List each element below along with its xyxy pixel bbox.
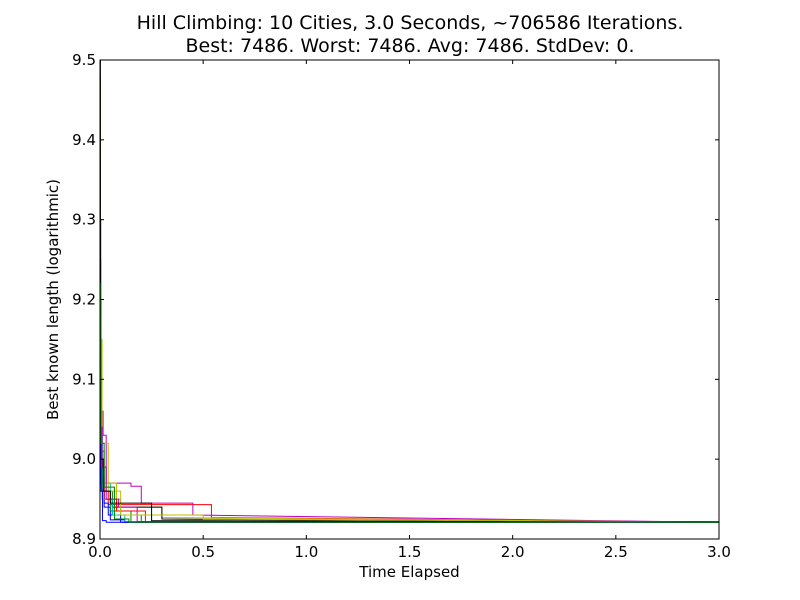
y-tick-labels: 8.9 9.0 9.1 9.2 9.3 9.4 9.5 <box>72 51 96 548</box>
series-line-8 <box>100 299 719 523</box>
x-tick-label: 0.0 <box>88 543 112 561</box>
series-line-3 <box>100 299 719 523</box>
x-axis-label: Time Elapsed <box>358 563 459 581</box>
x-tick-label: 1.5 <box>398 543 422 561</box>
x-tick-label: 0.5 <box>191 543 215 561</box>
plot-frame <box>99 59 720 540</box>
series-line-1 <box>100 155 719 523</box>
series-line-7 <box>100 60 719 523</box>
chart-title: Hill Climbing: 10 Cities, 3.0 Seconds, ~… <box>136 12 684 34</box>
series-line-16 <box>100 283 719 523</box>
x-tick-label: 2.5 <box>604 543 628 561</box>
series-line-13 <box>100 314 719 523</box>
plot-lines <box>100 60 719 523</box>
y-tick-label: 9.0 <box>72 450 96 468</box>
x-tick-labels: 0.0 0.5 1.0 1.5 2.0 2.5 3.0 <box>88 543 731 561</box>
x-tick-label: 2.0 <box>501 543 525 561</box>
series-line-4 <box>100 259 719 522</box>
series-line-5 <box>100 378 719 523</box>
series-line-12 <box>100 283 719 522</box>
series-line-6 <box>100 75 719 523</box>
series-line-11 <box>100 338 719 522</box>
series-line-2 <box>100 219 719 522</box>
x-tick-label: 1.0 <box>294 543 318 561</box>
y-tick-label: 9.2 <box>72 291 96 309</box>
y-tick-label: 8.9 <box>72 530 96 548</box>
axis-ticks <box>99 59 720 540</box>
chart-subtitle: Best: 7486. Worst: 7486. Avg: 7486. StdD… <box>185 35 635 57</box>
y-tick-label: 9.4 <box>72 131 96 149</box>
y-tick-label: 9.5 <box>72 51 96 69</box>
x-tick-label: 3.0 <box>707 543 731 561</box>
series-line-14 <box>100 219 719 523</box>
y-axis-label: Best known length (logarithmic) <box>44 179 62 420</box>
y-tick-label: 9.1 <box>72 370 96 388</box>
y-tick-label: 9.3 <box>72 211 96 229</box>
series-line-9 <box>100 362 719 522</box>
